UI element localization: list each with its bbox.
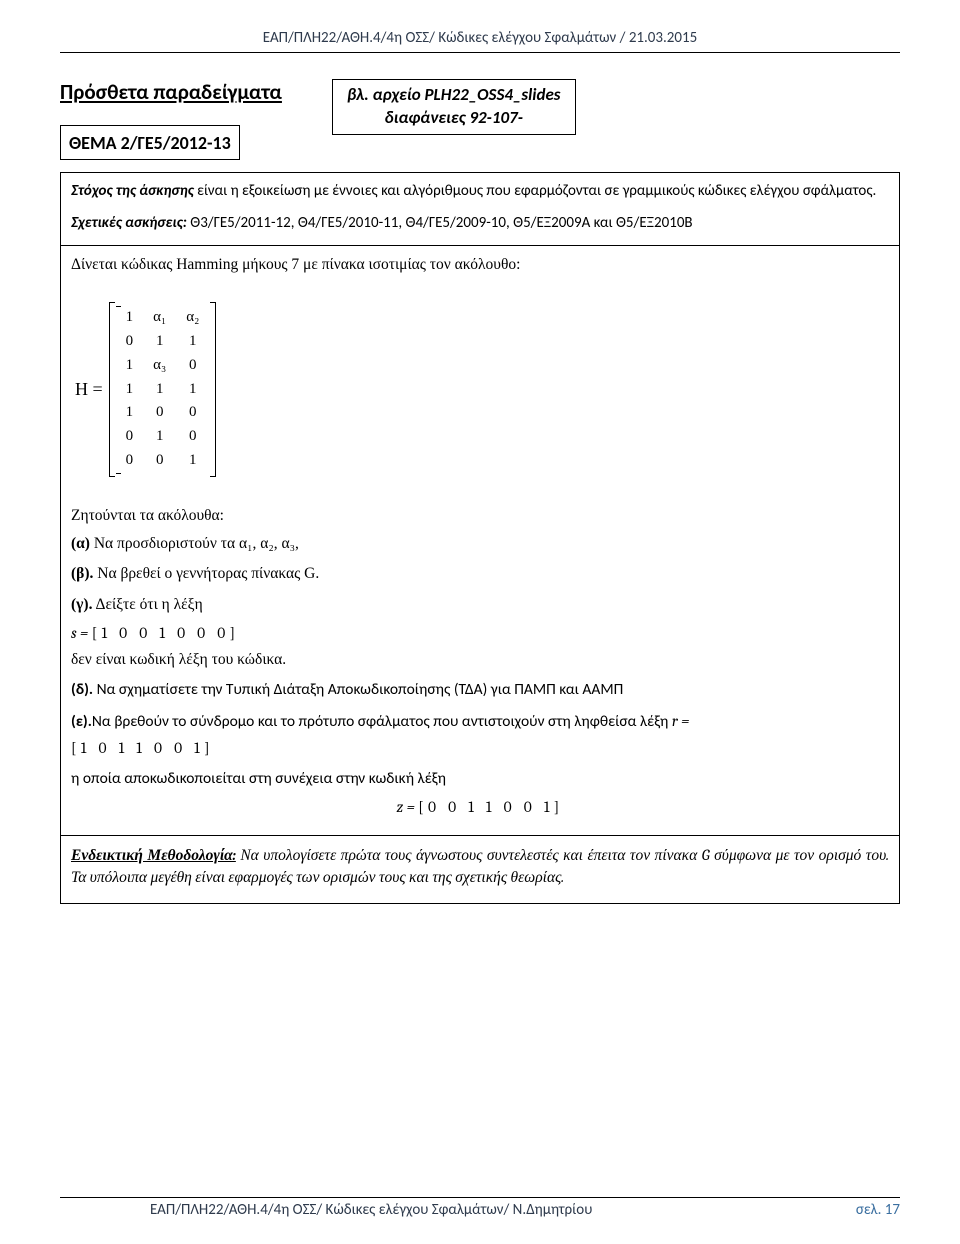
matrix-cell: 1	[176, 330, 209, 354]
matrix-cell: 0	[176, 425, 209, 449]
r-values: [1 0 1 1 0 0 1]	[71, 739, 214, 757]
question-e: (ε).Να βρεθούν το σύνδρομο και το πρότυπ…	[71, 710, 889, 733]
intro-text: Στόχος της άσκησης είναι η εξοικείωση με…	[71, 181, 889, 203]
s-label: s =	[71, 624, 88, 642]
matrix-cell: α₁	[143, 306, 176, 330]
question-e-lead: (ε).	[71, 712, 92, 731]
matrix-cell: 1	[143, 330, 176, 354]
matrix-cell: α₂	[176, 306, 209, 330]
related-rest: Θ3/ΓΕ5/2011-12, Θ4/ΓΕ5/2010-11, Θ4/ΓΕ5/2…	[187, 214, 693, 232]
z-vector: z = [0 0 1 1 0 0 1]	[71, 796, 889, 818]
matrix-cell: 0	[116, 425, 144, 449]
related-lead: Σχετικές ασκήσεις:	[71, 214, 187, 232]
r-label: r =	[672, 712, 689, 730]
page-footer: ΕΑΠ/ΠΛΗ22/ΑΘΗ.4/4η ΟΣΣ/ Κώδικες ελέγχου …	[60, 1197, 900, 1222]
questions-intro: Ζητούνται τα ακόλουθα:	[71, 505, 889, 527]
question-a-text: Να προσδιοριστούν τα α₁, α₂, α₃,	[90, 535, 299, 552]
matrix-cell: 1	[176, 449, 209, 473]
methodology-lead: Ενδεικτική Μεθοδολογία:	[71, 846, 236, 864]
matrix-cell: 1	[176, 378, 209, 402]
matrix-grid: 1α₁α₂ 011 1α₃0 111 100 010 001	[109, 302, 217, 476]
matrix-cell: α₃	[143, 354, 176, 378]
reference-line2: διαφάνειες 92-107-	[347, 107, 561, 130]
r-vector: [1 0 1 1 0 0 1]	[71, 737, 889, 759]
s-vector: s = [1 0 0 1 0 0 0]	[71, 622, 889, 644]
question-a-lead: (α)	[71, 535, 90, 552]
page-header: ΕΑΠ/ΠΛΗ22/ΑΘΗ.4/4η ΟΣΣ/ Κώδικες ελέγχου …	[60, 28, 900, 53]
matrix-label: H =	[75, 376, 103, 402]
matrix-H: H = 1α₁α₂ 011 1α₃0 111 100 010 001	[75, 302, 889, 476]
matrix-cell: 0	[176, 354, 209, 378]
methodology-section: Ενδεικτική Μεθοδολογία: Να υπολογίσετε π…	[61, 835, 899, 903]
s-values: [1 0 0 1 0 0 0]	[92, 624, 240, 642]
question-b: (β). Να βρεθεί ο γεννήτορας πίνακας G.	[71, 563, 889, 585]
question-b-lead: (β).	[71, 565, 93, 582]
matrix-cell: 0	[116, 330, 144, 354]
subject-box: ΘΕΜΑ 2/ΓΕ5/2012-13	[60, 125, 240, 160]
matrix-cell: 0	[176, 401, 209, 425]
question-c-lead: (γ).	[71, 596, 92, 613]
question-e-text1: Να βρεθούν το σύνδρομο και το πρότυπο σφ…	[92, 712, 672, 731]
given-text: Δίνεται κώδικας Hamming μήκους 7 με πίνα…	[71, 254, 889, 276]
matrix-cell: 1	[116, 354, 144, 378]
footer-page: σελ. 17	[856, 1200, 900, 1222]
question-a: (α) Να προσδιοριστούν τα α₁, α₂, α₃,	[71, 533, 889, 555]
matrix-cell: 1	[116, 401, 144, 425]
z-values: [0 0 1 1 0 0 1]	[418, 798, 563, 816]
matrix-table: 1α₁α₂ 011 1α₃0 111 100 010 001	[116, 306, 210, 472]
reference-line1: βλ. αρχείο PLH22_OSS4_slides	[347, 84, 561, 107]
intro-section: Στόχος της άσκησης είναι η εξοικείωση με…	[61, 173, 899, 246]
question-d-lead: (δ).	[71, 680, 93, 699]
intro-lead: Στόχος της άσκησης	[71, 182, 194, 200]
matrix-cell: 0	[143, 449, 176, 473]
body-section: Δίνεται κώδικας Hamming μήκους 7 με πίνα…	[61, 246, 899, 835]
problem-box: Στόχος της άσκησης είναι η εξοικείωση με…	[60, 172, 900, 903]
question-d: (δ). Να σχηματίσετε την Τυπική Διάταξη Α…	[71, 679, 889, 701]
matrix-cell: 1	[143, 425, 176, 449]
title-col: Πρόσθετα παραδείγματα ΘΕΜΑ 2/ΓΕ5/2012-13	[60, 77, 282, 161]
title-row: Πρόσθετα παραδείγματα ΘΕΜΑ 2/ΓΕ5/2012-13…	[60, 77, 900, 161]
matrix-cell: 0	[116, 449, 144, 473]
matrix-cell: 1	[143, 378, 176, 402]
matrix-cell: 1	[116, 306, 144, 330]
question-d-text: Να σχηματίσετε την Τυπική Διάταξη Αποκωδ…	[93, 680, 623, 699]
footer-path: ΕΑΠ/ΠΛΗ22/ΑΘΗ.4/4η ΟΣΣ/ Κώδικες ελέγχου …	[150, 1200, 592, 1222]
z-label: z =	[396, 798, 414, 816]
question-b-text: Να βρεθεί ο γεννήτορας πίνακας G.	[93, 565, 319, 582]
reference-box: βλ. αρχείο PLH22_OSS4_slides διαφάνειες …	[332, 79, 576, 135]
question-c: (γ). Δείξτε ότι η λέξη	[71, 594, 889, 616]
question-c-text: Δείξτε ότι η λέξη	[92, 596, 202, 613]
not-codeword: δεν είναι κωδική λέξη του κώδικα.	[71, 649, 889, 671]
related-exercises: Σχετικές ασκήσεις: Θ3/ΓΕ5/2011-12, Θ4/ΓΕ…	[71, 213, 889, 235]
intro-rest: είναι η εξοικείωση με έννοιες και αλγόρι…	[194, 182, 877, 200]
matrix-cell: 1	[116, 378, 144, 402]
page-title: Πρόσθετα παραδείγματα	[60, 77, 282, 107]
matrix-cell: 0	[143, 401, 176, 425]
question-e-after: η οποία αποκωδικοποιείται στη συνέχεια σ…	[71, 768, 889, 790]
